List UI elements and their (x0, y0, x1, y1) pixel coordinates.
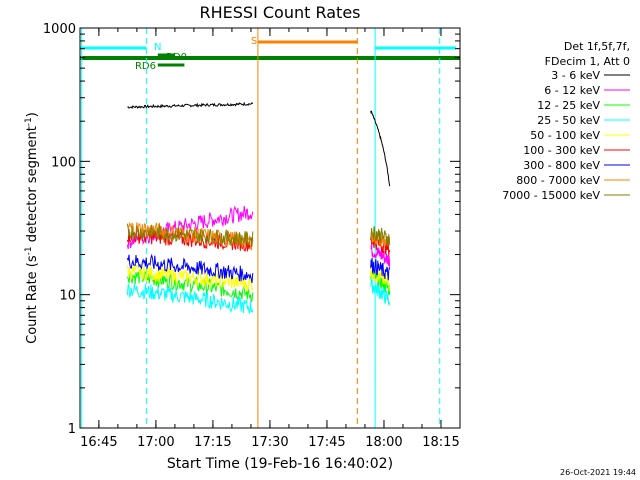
x-tick-label: 17:30 (251, 435, 288, 450)
annotation-bars: N RD0 RD6 S (80, 28, 460, 428)
series-line-segment-2 (370, 276, 391, 306)
y-label-sup-2: -1 (24, 117, 34, 126)
y-label-sup-1: -1 (24, 246, 34, 255)
legend-entry-label: 300 - 800 keV (523, 159, 600, 172)
rd0-label: RD0 (166, 52, 187, 63)
series-300-800kev (126, 253, 391, 284)
series-line-segment-2 (370, 257, 391, 281)
footer-timestamp: 26-Oct-2021 19:44 (560, 468, 636, 477)
series-3-6kev (127, 101, 391, 187)
x-tick-label: 17:15 (194, 435, 231, 450)
x-axis-label: Start Time (19-Feb-16 16:40:02) (167, 456, 393, 472)
series-line-segment-1 (126, 283, 254, 314)
saa-label: S (251, 36, 257, 47)
y-tick-label: 100 (51, 155, 76, 170)
axis-ticks: 16:45 17:00 17:15 17:30 17:45 18:00 18:15 1 10 10… (43, 22, 461, 450)
legend-entry-label: 6 - 12 keV (544, 84, 600, 97)
series-line-segment-1 (126, 223, 254, 247)
y-label-part-3: ) (25, 112, 40, 117)
x-tick-label: 18:00 (365, 435, 402, 450)
legend-entry-label: 3 - 6 keV (551, 69, 600, 82)
series-7000-15000kev (126, 223, 391, 247)
legend-entry-label: 25 - 50 keV (537, 114, 600, 127)
legend-entry-label: 800 - 7000 keV (516, 174, 600, 187)
legend-entry-label: 100 - 300 keV (523, 144, 600, 157)
series-line-segment-2 (370, 110, 391, 187)
x-tick-label: 16:45 (80, 435, 117, 450)
series-25-50kev (126, 276, 391, 314)
legend-header-line: Det 1f,5f,7f, (564, 40, 630, 53)
chart-title: RHESSI Count Rates (200, 3, 361, 22)
y-tick-label: 10 (59, 289, 76, 304)
legend-entry-label: 7000 - 15000 keV (502, 189, 600, 202)
series-line-segment-1 (126, 263, 254, 292)
x-tick-label: 17:45 (308, 435, 345, 450)
series-line-segment-1 (126, 253, 254, 284)
legend: Det 1f,5f,7f, FDecim 1, Att 03 - 6 keV 6 -… (502, 40, 630, 202)
series-line-segment-2 (370, 242, 391, 268)
y-label-part-1: Count Rate (s (25, 255, 40, 344)
y-tick-label: 1000 (43, 22, 76, 37)
x-tick-label: 17:00 (137, 435, 174, 450)
y-axis-label: Count Rate (s-1 detector segment-1) (24, 112, 40, 344)
series-line-segment-2 (370, 226, 391, 247)
series-group (126, 101, 391, 314)
y-tick-label: 1 (68, 422, 76, 437)
rd6-label: RD6 (135, 61, 156, 72)
y-label-part-2: detector segment (25, 126, 40, 246)
legend-header-line: FDecim 1, Att 0 (545, 55, 630, 68)
night-label: N (154, 42, 161, 53)
legend-entry-label: 12 - 25 keV (537, 99, 600, 112)
series-line-segment-1 (127, 101, 254, 110)
legend-entry-label: 50 - 100 keV (530, 129, 600, 142)
x-tick-label: 18:15 (422, 435, 459, 450)
